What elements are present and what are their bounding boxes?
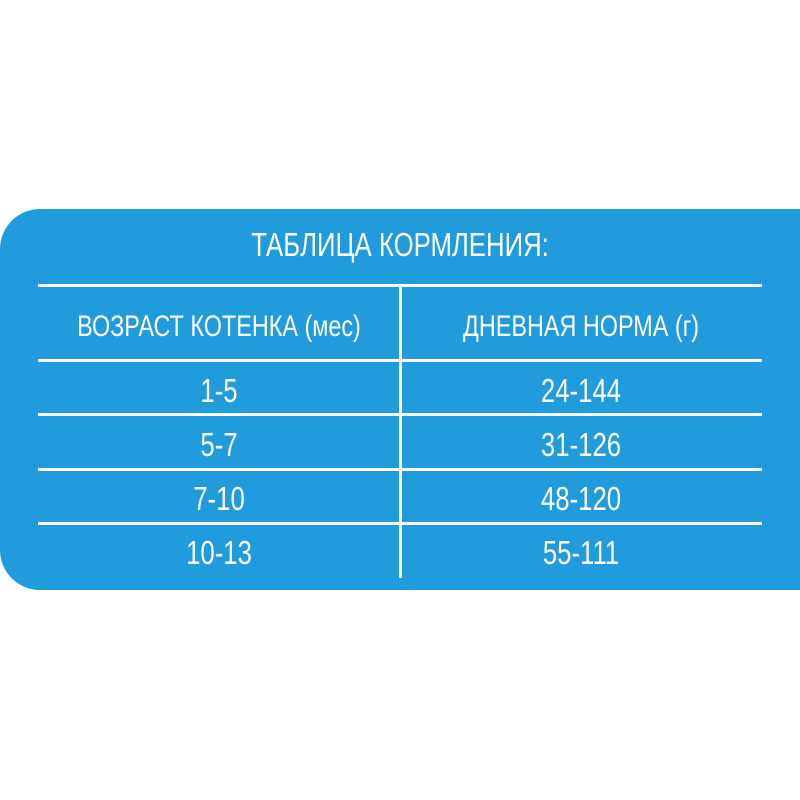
- cell-age: 5-7: [200, 426, 238, 463]
- cell-age: 1-5: [200, 372, 238, 409]
- cell-norm: 31-126: [540, 426, 622, 463]
- divider-column: [399, 286, 402, 578]
- cell-age: 10-13: [186, 534, 252, 571]
- divider-top: [38, 284, 762, 287]
- table-title: ТАБЛИЦА КОРМЛЕНИЯ:: [251, 226, 549, 263]
- column-header-age: ВОЗРАСТ КОТЕНКА (мес): [77, 310, 361, 343]
- column-header-daily-norm: ДНЕВНАЯ НОРМА (г): [462, 310, 700, 343]
- cell-age: 7-10: [193, 480, 245, 517]
- cell-norm: 48-120: [540, 480, 622, 517]
- cell-norm: 24-144: [540, 372, 622, 409]
- cell-norm: 55-111: [542, 534, 620, 571]
